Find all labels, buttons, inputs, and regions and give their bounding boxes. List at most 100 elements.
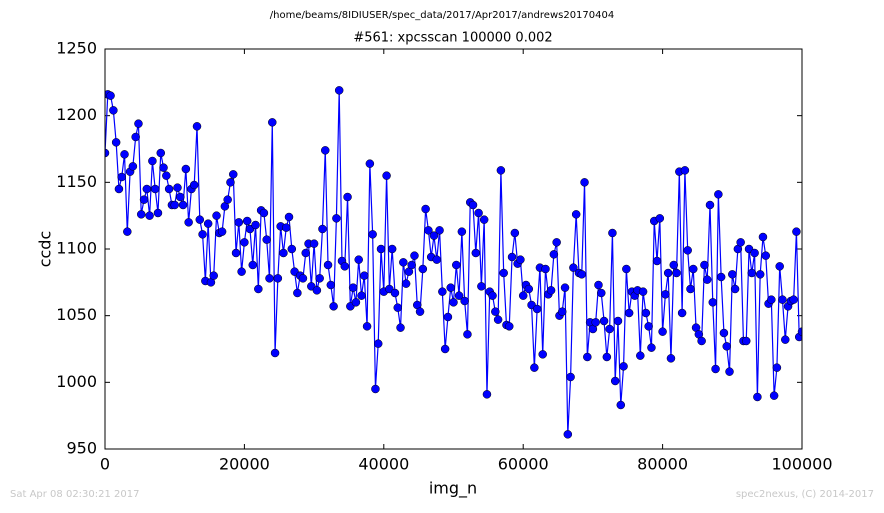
data-point	[348, 283, 358, 292]
data-point	[638, 287, 648, 296]
data-point	[162, 171, 171, 180]
data-point	[120, 150, 129, 159]
data-point	[315, 274, 324, 283]
data-point	[432, 255, 442, 264]
data-point	[234, 218, 244, 227]
data-point	[111, 138, 121, 147]
data-point	[719, 328, 729, 338]
chart-title: #561: xpcsscan 100000 0.002	[353, 31, 552, 46]
data-point	[510, 228, 520, 238]
data-point	[557, 307, 567, 316]
data-point	[711, 364, 720, 374]
data-point	[583, 352, 592, 362]
x-tick-label: 60000	[498, 455, 549, 474]
data-point	[663, 268, 673, 278]
y-axis-label: ccdc	[36, 231, 55, 268]
data-point	[136, 210, 146, 219]
data-point	[616, 400, 626, 410]
data-point	[591, 318, 600, 327]
x-axis-label: img_n	[429, 479, 477, 499]
data-point	[605, 324, 614, 334]
data-point	[730, 284, 740, 294]
data-point	[477, 282, 486, 291]
data-point	[139, 195, 149, 204]
data-point	[549, 250, 559, 259]
data-point	[329, 302, 338, 311]
data-point	[396, 323, 405, 332]
data-point	[318, 224, 327, 234]
data-point	[134, 119, 143, 128]
data-point	[176, 192, 185, 202]
data-point	[747, 268, 757, 278]
data-point	[270, 348, 280, 358]
data-point	[689, 264, 698, 274]
data-point	[666, 354, 676, 363]
data-point	[714, 190, 723, 199]
data-point	[114, 184, 124, 194]
footer-timestamp: Sat Apr 08 02:30:21 2017	[10, 489, 140, 500]
data-point	[563, 430, 573, 439]
data-point	[479, 215, 489, 224]
data-point	[368, 230, 377, 239]
data-point	[438, 287, 447, 296]
data-point	[722, 342, 731, 351]
data-point	[546, 286, 556, 295]
data-point	[362, 322, 372, 331]
data-point	[496, 166, 506, 175]
data-point	[530, 363, 539, 372]
data-point	[677, 308, 687, 318]
data-point	[287, 244, 297, 254]
data-point	[407, 260, 416, 270]
data-point	[460, 296, 469, 306]
data-point	[750, 248, 759, 258]
data-point	[449, 298, 458, 307]
data-point	[145, 211, 154, 220]
data-point	[159, 163, 168, 172]
data-point	[655, 214, 665, 223]
data-point	[360, 271, 369, 280]
data-point	[254, 284, 263, 294]
data-point	[644, 322, 653, 331]
data-point	[463, 330, 472, 339]
footer-credit: spec2nexus, (C) 2014-2017	[736, 489, 874, 500]
data-point	[538, 350, 547, 359]
data-point	[415, 307, 425, 316]
data-point	[683, 246, 692, 255]
data-point	[636, 351, 645, 360]
x-tick-label: 40000	[358, 455, 409, 474]
data-point	[298, 274, 308, 283]
data-point	[641, 308, 651, 318]
data-point	[301, 248, 310, 258]
data-point	[488, 291, 497, 300]
data-point	[323, 260, 333, 270]
data-point	[619, 362, 628, 371]
data-point	[471, 248, 481, 258]
data-point	[577, 270, 586, 279]
data-point	[622, 264, 631, 274]
data-point	[371, 384, 380, 394]
data-point	[580, 178, 589, 187]
data-point	[351, 298, 361, 307]
data-point	[705, 200, 715, 210]
data-point	[624, 308, 634, 318]
data-point	[772, 363, 782, 372]
header: /home/beams/8IDIUSER/spec_data/2017/Apr2…	[270, 10, 614, 21]
y-tick-label: 1200	[56, 105, 97, 124]
data-point	[117, 172, 126, 182]
data-point	[332, 214, 341, 223]
series	[105, 86, 802, 439]
x-tick-label: 80000	[637, 455, 688, 474]
data-point	[421, 204, 430, 214]
data-point	[716, 272, 726, 282]
data-point	[658, 327, 667, 336]
data-point	[321, 146, 330, 155]
data-point	[569, 263, 578, 272]
data-point	[597, 288, 606, 298]
data-point	[769, 391, 779, 400]
data-point	[262, 235, 271, 244]
y-tick-label: 1250	[56, 39, 97, 58]
data-point	[708, 298, 718, 307]
data-point	[148, 156, 157, 166]
data-point	[142, 184, 152, 194]
